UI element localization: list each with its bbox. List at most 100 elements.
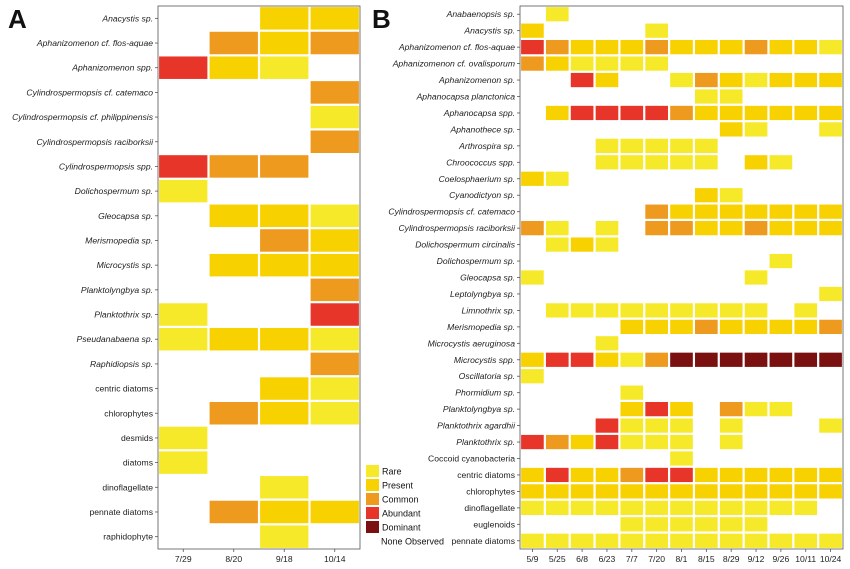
heatmap-cell [769, 533, 793, 548]
heatmap-cell [260, 56, 309, 79]
heatmap-cell [645, 500, 668, 515]
heatmap-cell [769, 352, 793, 367]
heatmap-cell [545, 303, 569, 318]
row-label: Oscillatoria sp. [459, 371, 515, 381]
heatmap-cell [570, 303, 594, 318]
heatmap-cell [744, 122, 768, 137]
heatmap-cell [570, 533, 594, 548]
heatmap-cell [595, 533, 619, 548]
heatmap-cell [645, 105, 668, 121]
heatmap-cell [719, 319, 743, 334]
row-label: Aphanizomenon sp. [438, 75, 515, 85]
heatmap-cell [794, 533, 818, 548]
heatmap-cell [570, 434, 594, 450]
heatmap-cell [695, 221, 718, 236]
heatmap-cell [545, 434, 569, 450]
legend-swatch [366, 493, 379, 505]
heatmap-cell [819, 484, 842, 499]
heatmap-cell [595, 237, 619, 252]
row-label: Cylindrospermopsis cf. philippinensis [12, 112, 154, 122]
heatmap-cell [744, 204, 768, 219]
heatmap-cell [695, 40, 718, 55]
heatmap-cell [719, 40, 743, 55]
heatmap-cell [595, 105, 619, 121]
heatmap-cell [744, 352, 768, 367]
heatmap-cell [819, 319, 842, 334]
heatmap-cell [521, 40, 544, 55]
heatmap-cell [570, 467, 594, 483]
heatmap-cell [521, 23, 544, 38]
row-label: Aphanocapsa spp. [443, 108, 515, 118]
heatmap-cell [670, 303, 693, 318]
heatmap-cell [545, 221, 569, 236]
heatmap-cell [159, 179, 208, 203]
row-label: Planktolyngbya sp. [81, 285, 153, 295]
heatmap-cell [769, 500, 793, 515]
heatmap-cell [670, 138, 693, 153]
heatmap-cell [570, 105, 594, 121]
heatmap-cell [209, 500, 258, 524]
heatmap-cell [670, 418, 693, 433]
row-label: centric diatoms [95, 384, 153, 394]
heatmap-cell [620, 138, 644, 153]
row-label: Merismopedia sp. [447, 322, 515, 332]
heatmap-cell [595, 500, 619, 515]
row-label: Limnothrix sp. [462, 305, 516, 315]
heatmap-cell [570, 500, 594, 515]
heatmap-cell [794, 72, 818, 88]
heatmap-cell [570, 72, 594, 88]
heatmap-cell [570, 352, 594, 367]
column-label: 10/11 [795, 554, 816, 564]
panel-a: A Anacystis sp. Aphanizomenon cf. flos-aqu… [8, 4, 361, 564]
column-label: 9/18 [276, 554, 293, 564]
row-label: Aphanizomenon cf. flos-aquae [36, 38, 153, 48]
heatmap-cell [260, 327, 309, 351]
heatmap-cell [645, 56, 668, 71]
row-label: dinoflagellate [464, 503, 515, 513]
heatmap-cell [794, 352, 818, 367]
heatmap-cell [794, 204, 818, 219]
column-label: 8/20 [225, 554, 242, 564]
heatmap-cell [670, 484, 693, 499]
heatmap-cell [310, 278, 359, 302]
heatmap-cell [769, 253, 793, 269]
heatmap-cell [260, 476, 309, 499]
heatmap-cell [310, 31, 359, 55]
column-label: 9/12 [748, 554, 765, 564]
heatmap-cell [794, 105, 818, 121]
heatmap-cell [719, 418, 743, 433]
heatmap-cell [645, 155, 668, 170]
heatmap-cell [695, 138, 718, 153]
heatmap-cell [719, 72, 743, 88]
heatmap-cell [521, 434, 544, 450]
heatmap-cell [521, 352, 544, 367]
heatmap-cell [209, 204, 258, 228]
heatmap-cell [719, 500, 743, 515]
column-label: 7/29 [175, 554, 192, 564]
heatmap-cell [695, 188, 718, 203]
heatmap-cell [695, 105, 718, 121]
heatmap-cell [695, 467, 718, 483]
heatmap-cell [310, 402, 359, 425]
heatmap-cell [595, 352, 619, 367]
heatmap-cell [260, 31, 309, 55]
column-label: 8/15 [698, 554, 715, 564]
heatmap-cell [545, 533, 569, 548]
heatmap-cell [209, 31, 258, 55]
heatmap-cell [670, 319, 693, 334]
heatmap-cell [521, 500, 544, 515]
heatmap-cell [645, 221, 668, 236]
heatmap-cell [769, 204, 793, 219]
row-label: Coccoid cyanobacteria [428, 454, 515, 464]
column-label: 5/9 [526, 554, 538, 564]
heatmap-cell [744, 517, 768, 532]
heatmap-cell [545, 237, 569, 252]
heatmap-cell [769, 467, 793, 483]
row-label: Cylindrospermopsis raciborksii [398, 223, 516, 233]
heatmap-cell [670, 467, 693, 483]
heatmap-cell [719, 122, 743, 137]
heatmap-cell [670, 72, 693, 88]
heatmap-cell [595, 56, 619, 71]
heatmap-cell [521, 171, 544, 186]
